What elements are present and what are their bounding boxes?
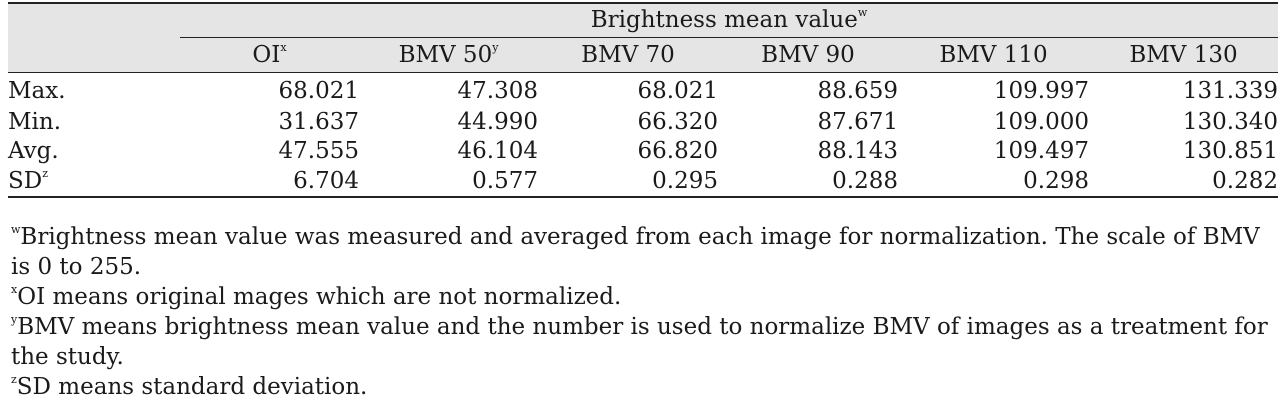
column-header-label: OI: [252, 41, 281, 68]
column-header-label: BMV 50: [398, 41, 493, 68]
table-row-min: Min. 31.637 44.990 66.320 87.671 109.000…: [8, 108, 1278, 137]
table-row-avg: Avg. 47.555 46.104 66.820 88.143 109.497…: [8, 137, 1278, 166]
footnote-y: yBMV means brightness mean value and the…: [11, 312, 1277, 372]
row-label: Avg.: [8, 138, 59, 164]
table-cell: 44.990: [457, 109, 538, 135]
table-footnotes: wBrightness mean value was measured and …: [11, 222, 1277, 402]
table-cell: 6.704: [180, 166, 359, 198]
table-cell: 68.021: [637, 78, 718, 104]
column-header-oi: OIx: [180, 37, 359, 73]
table-cell: 109.497: [993, 138, 1089, 164]
table-cell: 0.577: [359, 166, 538, 198]
column-header-footnote-mark: y: [492, 40, 499, 54]
table-cell: 0.288: [718, 166, 898, 198]
column-header-footnote-mark: x: [280, 40, 287, 54]
group-header-label: Brightness mean value: [590, 7, 858, 33]
column-header-label: BMV 110: [939, 41, 1048, 68]
column-header-bmv110: BMV 110: [898, 37, 1089, 73]
table-cell: 66.320: [637, 109, 718, 135]
table-cell: 109.997: [993, 78, 1089, 104]
footnote-text: SD means standard deviation.: [16, 374, 368, 400]
row-label: Min.: [8, 109, 62, 135]
table-cell: 66.820: [637, 138, 718, 164]
footnote-z: zSD means standard deviation.: [11, 372, 1277, 402]
table-cell: 130.851: [1182, 138, 1278, 164]
table-cell: 47.308: [457, 78, 538, 104]
footnote-text: BMV means brightness mean value and the …: [11, 314, 1268, 370]
table-cell: 68.021: [278, 78, 359, 104]
table-cell: 0.298: [898, 166, 1089, 198]
column-header-bmv70: BMV 70: [538, 37, 718, 73]
table-cell: 88.659: [817, 78, 898, 104]
table-cell: 109.000: [993, 109, 1089, 135]
table-cell: 87.671: [817, 109, 898, 135]
table-cell: 0.282: [1089, 166, 1278, 198]
column-header-label: BMV 70: [581, 41, 675, 68]
header-row-columns: OIx BMV 50y BMV 70 BMV 90 BMV 110 BMV 13…: [8, 37, 1278, 73]
row-label: Max.: [8, 78, 66, 104]
footnote-text: Brightness mean value was measured and a…: [11, 224, 1260, 280]
table-cell: 130.340: [1182, 109, 1278, 135]
table-row-max: Max. 68.021 47.308 68.021 88.659 109.997…: [8, 73, 1278, 109]
footnote-text: OI means original mages which are not no…: [17, 284, 622, 310]
table-cell: 31.637: [278, 109, 359, 135]
row-label-footnote-mark: z: [42, 166, 48, 180]
stub-header: [8, 2, 180, 73]
table-cell: 0.295: [538, 166, 718, 198]
row-label-cell: SDz: [8, 166, 180, 198]
group-header: Brightness mean valuew: [180, 2, 1278, 38]
table-cell: 47.555: [278, 138, 359, 164]
column-header-label: BMV 130: [1129, 41, 1238, 68]
table-cell: 88.143: [817, 138, 898, 164]
footnote-mark: z: [11, 373, 17, 386]
table-cell: 131.339: [1182, 78, 1278, 104]
column-header-bmv50: BMV 50y: [359, 37, 538, 73]
header-row-group: Brightness mean valuew: [8, 2, 1278, 73]
table-row-sd: SDz 6.704 0.577 0.295 0.288 0.298 0.282: [8, 166, 1278, 198]
column-header-bmv90: BMV 90: [718, 37, 898, 73]
footnote-x: xOI means original mages which are not n…: [11, 282, 1277, 312]
footnote-mark: y: [11, 313, 18, 326]
footnote-mark: x: [11, 283, 18, 296]
footnote-mark: w: [11, 223, 21, 236]
brightness-table: Brightness mean valuew OIx BMV 50y BMV 7…: [8, 2, 1278, 198]
column-header-label: BMV 90: [761, 41, 855, 68]
footnote-w: wBrightness mean value was measured and …: [11, 222, 1277, 282]
row-label: SD: [8, 167, 43, 194]
table-cell: 46.104: [457, 138, 538, 164]
column-header-bmv130: BMV 130: [1089, 37, 1278, 73]
group-header-footnote-mark: w: [857, 6, 868, 19]
